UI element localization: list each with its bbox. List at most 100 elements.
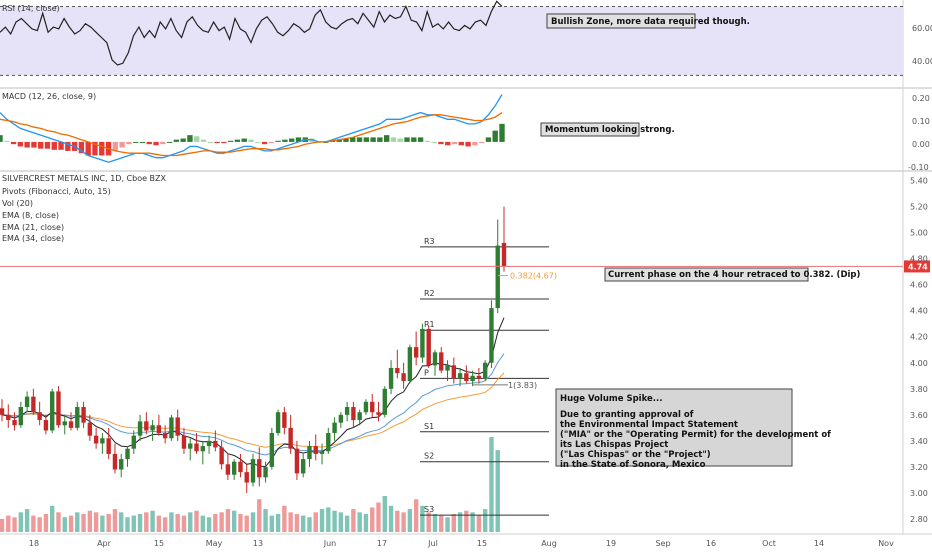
rsi-note-box[interactable] bbox=[546, 13, 696, 29]
volume-bar bbox=[388, 505, 394, 532]
macd-histogram-bar bbox=[411, 137, 417, 142]
symbol-title: SILVERCREST METALS INC, 1D, Cboe BZX bbox=[2, 174, 167, 183]
volume-note-line: its Las Chispas Project bbox=[560, 440, 668, 450]
volume-bar bbox=[432, 513, 438, 532]
candle-body bbox=[482, 362, 488, 379]
time-axis[interactable]: 18 Apr 15 May 13 Jun 17 Jul 15 Aug 19 Sep 16 Oct 14 Nov bbox=[29, 539, 894, 548]
candle-body bbox=[495, 245, 500, 309]
macd-histogram-bar bbox=[336, 139, 342, 142]
macd-histogram-bar bbox=[417, 137, 424, 142]
macd-histogram-bar bbox=[24, 141, 30, 148]
candle-body bbox=[206, 440, 212, 447]
time-tick: 17 bbox=[377, 539, 387, 548]
macd-histogram-bar bbox=[139, 141, 146, 143]
candle-body bbox=[344, 407, 350, 415]
time-tick: 14 bbox=[814, 539, 824, 548]
volume-bar bbox=[119, 512, 124, 532]
macd-histogram-bar bbox=[261, 141, 268, 145]
volume-bar bbox=[150, 510, 155, 532]
pivot-levels: R3 R2 R1 P S1 S2 S3 bbox=[420, 237, 549, 516]
volume-bar bbox=[50, 505, 55, 532]
candle-body bbox=[188, 443, 193, 449]
candle-body bbox=[363, 401, 369, 413]
candle-body bbox=[420, 328, 425, 358]
candle-body bbox=[470, 375, 475, 381]
candle-body bbox=[275, 412, 281, 434]
volume-bar bbox=[401, 512, 406, 532]
candle-body bbox=[169, 417, 174, 439]
volume-bar bbox=[338, 512, 344, 532]
rsi-pane[interactable]: RSI (14, close) Bullish Zone, more data … bbox=[0, 0, 932, 76]
indicator-pivots[interactable]: Pivots (Fibonacci, Auto, 15) bbox=[2, 187, 111, 196]
indicator-ema21[interactable]: EMA (21, close) bbox=[2, 223, 64, 232]
candle-body bbox=[37, 412, 42, 421]
volume-bar bbox=[68, 515, 74, 532]
candle-body bbox=[388, 367, 394, 389]
volume-bar bbox=[169, 512, 174, 532]
macd-histogram-bar bbox=[78, 141, 85, 154]
volume-bar bbox=[445, 517, 450, 532]
macd-histogram-bar bbox=[85, 141, 91, 156]
candle-body bbox=[357, 412, 362, 421]
macd-histogram-bar bbox=[65, 141, 71, 151]
candle-body bbox=[376, 412, 381, 415]
indicator-ema34[interactable]: EMA (34, close) bbox=[2, 234, 64, 243]
volume-bar bbox=[470, 512, 475, 532]
candle-body bbox=[43, 420, 49, 431]
macd-histogram-bar bbox=[370, 137, 376, 142]
macd-histogram-bar bbox=[146, 141, 152, 145]
candle-body bbox=[31, 396, 36, 413]
volume-bar bbox=[87, 510, 93, 532]
macd-histogram-bar bbox=[166, 141, 173, 143]
price-axis[interactable]: 5.40 5.20 5.00 4.80 4.60 4.40 4.20 4.00 3.80 3.60… bbox=[910, 177, 928, 524]
candle-body bbox=[269, 433, 275, 467]
volume-bar bbox=[307, 517, 312, 532]
macd-tick: 0.20 bbox=[912, 94, 930, 103]
pivot-label: S3 bbox=[424, 505, 434, 514]
candle-body bbox=[125, 448, 130, 460]
price-tick: 3.40 bbox=[910, 437, 928, 446]
candle-body bbox=[332, 422, 337, 434]
volume-bar bbox=[137, 513, 143, 532]
candle-body bbox=[144, 421, 149, 431]
macd-pane[interactable]: MACD (12, 26, close, 9) Momentum looking… bbox=[0, 92, 930, 172]
volume-bar bbox=[357, 512, 362, 532]
macd-histogram-bar bbox=[119, 141, 125, 148]
price-tick: 5.40 bbox=[910, 177, 928, 186]
candle-body bbox=[301, 459, 306, 474]
macd-histogram-bar bbox=[10, 141, 17, 145]
candle-body bbox=[282, 412, 287, 428]
candle-body bbox=[93, 435, 99, 444]
candle-body bbox=[112, 453, 118, 470]
macd-histogram-bar bbox=[38, 141, 44, 149]
time-tick: Apr bbox=[97, 539, 112, 548]
candle-body bbox=[12, 420, 17, 426]
macd-histogram-bar bbox=[234, 139, 241, 142]
candle-body bbox=[501, 242, 507, 267]
volume-bar bbox=[275, 513, 281, 532]
macd-line bbox=[0, 94, 503, 163]
indicator-ema8[interactable]: EMA (8, close) bbox=[2, 211, 59, 220]
volume-note-title: Huge Volume Spike... bbox=[560, 394, 662, 404]
macd-histogram-bar bbox=[214, 141, 220, 144]
candle-body bbox=[451, 365, 456, 379]
candle-body bbox=[288, 427, 293, 449]
price-tick: 2.80 bbox=[910, 515, 928, 524]
volume-note-box[interactable] bbox=[555, 388, 793, 467]
macd-histogram-bar bbox=[0, 135, 3, 142]
macd-histogram-bar bbox=[173, 139, 180, 142]
volume-bar bbox=[426, 512, 431, 532]
macd-note-box[interactable] bbox=[540, 122, 640, 137]
last-price-tag[interactable] bbox=[904, 260, 930, 273]
volume-bar bbox=[313, 512, 318, 532]
candle-body bbox=[175, 417, 180, 436]
candle-body bbox=[250, 459, 256, 483]
rsi-band bbox=[0, 6, 903, 76]
volume-bar bbox=[482, 509, 488, 532]
phase-note-box[interactable] bbox=[604, 267, 809, 282]
price-pane[interactable]: R3 R2 R1 P S1 S2 S3 4.74 SILVERCREST METALS IN… bbox=[0, 174, 930, 532]
candle-body bbox=[457, 373, 463, 379]
indicator-volume[interactable]: Vol (20) bbox=[2, 199, 33, 208]
volume-bar bbox=[6, 515, 11, 532]
volume-bars bbox=[0, 437, 500, 532]
